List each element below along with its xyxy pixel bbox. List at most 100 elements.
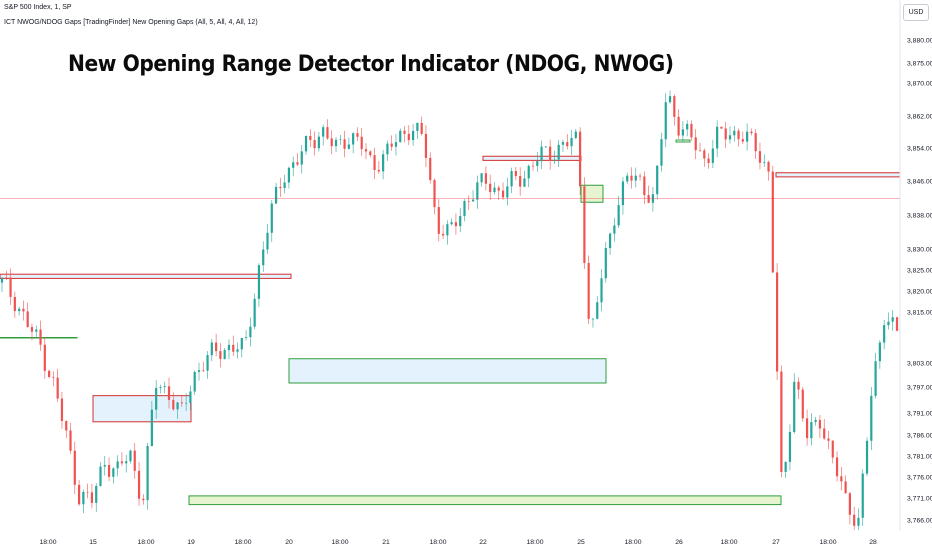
- candle-body: [399, 130, 402, 143]
- candle-body: [587, 262, 590, 319]
- candle-body: [322, 127, 325, 137]
- candle-body: [129, 450, 132, 462]
- candle-body: [561, 142, 565, 145]
- candle-body: [142, 498, 145, 501]
- current-price-layer: 3,841.933,810.41: [0, 192, 932, 339]
- candle-body: [441, 233, 445, 236]
- candle-body: [677, 116, 680, 136]
- candle-body: [681, 129, 684, 136]
- candle-body: [493, 187, 496, 193]
- price-axis-bg: [900, 0, 932, 550]
- candle-body: [373, 155, 376, 170]
- candle-body: [377, 169, 380, 172]
- candle-body: [317, 136, 320, 149]
- candle-body: [703, 150, 706, 159]
- candle-body: [437, 207, 440, 234]
- candle-body: [497, 187, 500, 191]
- candle-body: [433, 180, 436, 208]
- time-axis[interactable]: 18:00 15 18:00 19 18:00 20 18:00 21 18:00 22 18:00…: [0, 530, 932, 550]
- candle-body: [874, 361, 877, 396]
- indicator-legend[interactable]: ICT NWOG/NDOG Gaps [TradingFinder] New O…: [4, 19, 258, 26]
- candle-body: [566, 142, 569, 147]
- candle-body: [287, 167, 291, 183]
- candle-body: [146, 445, 149, 501]
- y-tick-label: 3,862.00: [907, 114, 932, 121]
- candle-body: [763, 161, 766, 163]
- candle-body: [69, 430, 72, 451]
- candle-body: [283, 182, 286, 189]
- candle-body: [360, 136, 363, 150]
- candle-body: [506, 186, 509, 198]
- candle-body: [823, 428, 826, 439]
- candle-body: [347, 144, 350, 149]
- candle-body: [150, 409, 153, 446]
- candle-body: [771, 171, 774, 273]
- candle-body: [219, 351, 222, 359]
- candle-body: [463, 201, 466, 217]
- candle-body: [664, 102, 667, 140]
- time-axis-bg: [0, 530, 932, 550]
- candle-body: [429, 157, 432, 181]
- candle-body: [356, 133, 359, 137]
- candle-body: [579, 131, 582, 187]
- candle-body: [172, 399, 175, 410]
- symbol-title[interactable]: S&P 500 Index, 1, SP: [4, 4, 72, 11]
- candle-body: [266, 232, 269, 250]
- candle-body: [257, 265, 261, 299]
- candle-body: [193, 371, 196, 392]
- y-tick-label: 3,791.00: [907, 411, 932, 418]
- candle-body: [43, 344, 46, 371]
- x-tick-label: 18:00: [331, 539, 348, 546]
- candle-body: [797, 381, 800, 390]
- candle-body: [52, 376, 55, 378]
- x-tick-label: 18:00: [526, 539, 543, 546]
- candle-body: [18, 308, 21, 312]
- y-tick-label: 3,854.00: [907, 146, 932, 153]
- candle-body: [26, 311, 29, 328]
- x-tick-label: 18:00: [819, 539, 836, 546]
- candle-body: [65, 420, 68, 431]
- y-tick-label: 3,776.00: [907, 475, 932, 482]
- candle-body: [814, 419, 817, 423]
- candle-body: [416, 122, 419, 131]
- candle-body: [720, 126, 723, 129]
- price-axis[interactable]: 3,880.00 3,875.00 3,870.00 3,862.00 3,854.00…: [899, 0, 932, 550]
- x-tick-label: 27: [772, 539, 780, 546]
- x-tick-label: 18:00: [39, 539, 56, 546]
- x-tick-label: 22: [479, 539, 487, 546]
- candle-body: [484, 173, 487, 184]
- candle-body: [467, 201, 470, 202]
- candle-body: [236, 349, 239, 352]
- candle-body: [5, 277, 8, 279]
- y-tick-label: 3,766.00: [907, 518, 932, 525]
- candle-body: [313, 140, 316, 149]
- candle-body: [176, 402, 179, 410]
- candle-body: [583, 186, 586, 263]
- candle-body: [137, 470, 141, 499]
- candle-body: [232, 344, 235, 352]
- candle-body: [805, 418, 809, 439]
- candle-body: [604, 248, 607, 279]
- candle-body: [159, 387, 162, 389]
- candle-body: [244, 337, 248, 338]
- candle-body: [56, 377, 59, 399]
- candle-body: [412, 130, 415, 141]
- candle-body: [382, 154, 385, 172]
- x-tick-label: 25: [577, 539, 585, 546]
- candle-body: [210, 342, 213, 356]
- candle-body: [746, 131, 749, 142]
- candle-body: [694, 137, 697, 151]
- candle-body: [716, 126, 719, 149]
- candle-body: [9, 277, 12, 297]
- candle-body: [733, 130, 736, 136]
- candle-body: [510, 171, 513, 187]
- y-tick-label: 3,870.00: [907, 81, 932, 88]
- y-tick-label: 3,781.00: [907, 454, 932, 461]
- candle-body: [634, 175, 637, 181]
- y-tick-label: 3,880.00: [907, 38, 932, 45]
- candle-body: [206, 355, 209, 371]
- candle-body: [810, 422, 813, 439]
- currency-button[interactable]: USD: [903, 4, 929, 21]
